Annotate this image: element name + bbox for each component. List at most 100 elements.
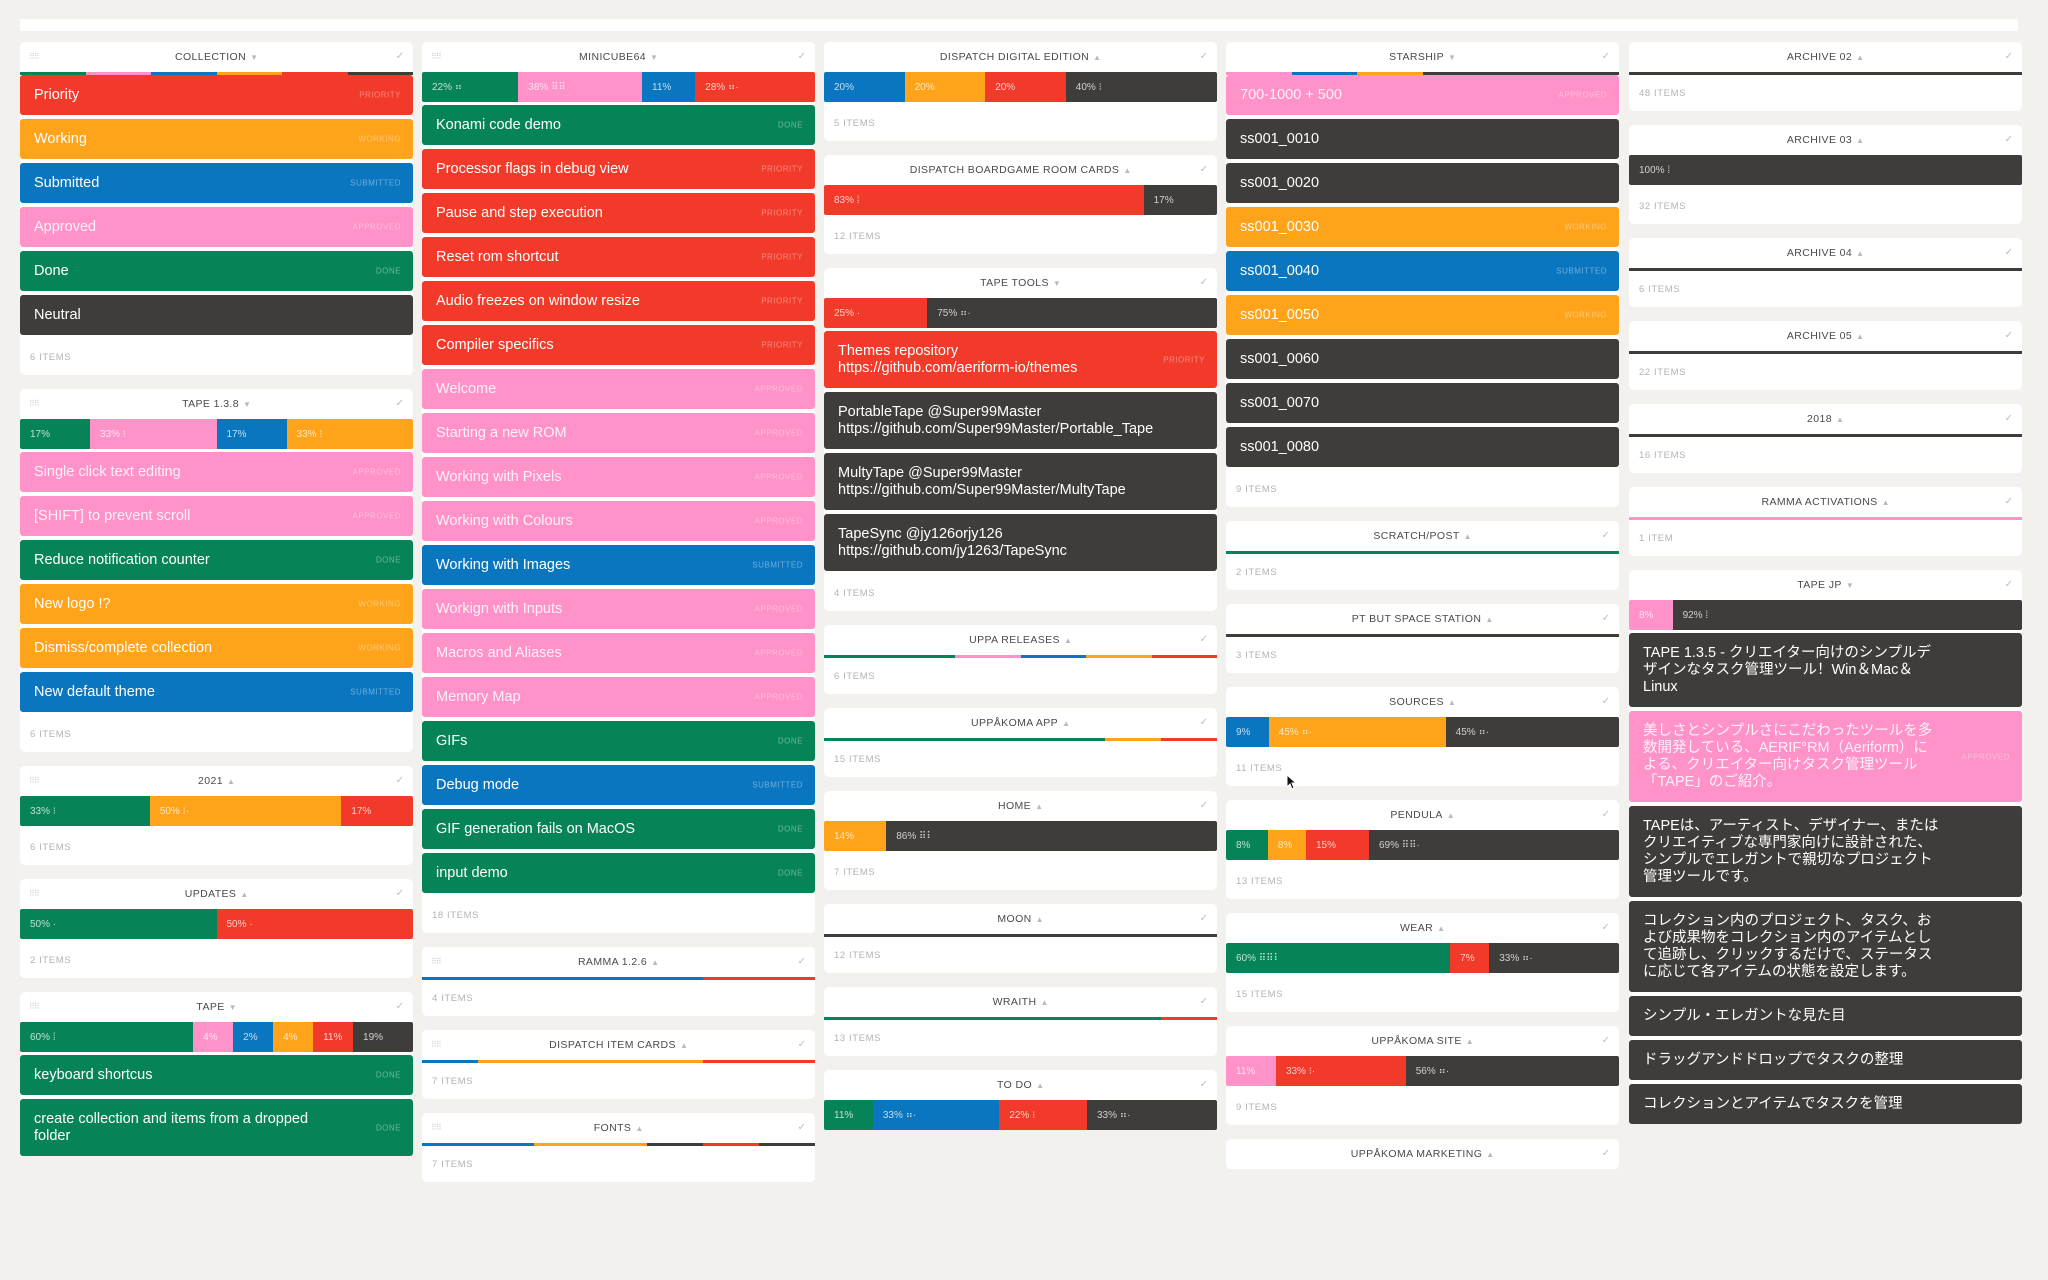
progress-segment[interactable]: 14% <box>824 821 887 851</box>
sort-arrow-icon[interactable]: ▲ <box>1836 414 1844 424</box>
collection-item[interactable]: Compiler specifics PRIORITY <box>422 325 815 365</box>
collection-header[interactable]: UPPÅKOMA APP ▲ ✓ <box>824 708 1217 738</box>
sort-arrow-icon[interactable]: ▼ <box>1845 580 1854 590</box>
collection-title[interactable]: PT BUT SPACE STATION <box>1351 613 1482 625</box>
collection-title[interactable]: TAPE JP <box>1797 579 1842 591</box>
collection-item[interactable]: TAPE 1.3.5 - クリエイター向けのシンプルデザインなタスク管理ツール！… <box>1629 633 2022 707</box>
progress-bar[interactable]: 50% · 50% · <box>20 909 413 939</box>
collection-item[interactable]: Welcome APPROVED <box>422 369 815 409</box>
progress-segment[interactable]: 50% · <box>216 909 413 939</box>
collection-header[interactable]: SCRATCH/POST ▲ ✓ <box>1226 521 1619 551</box>
check-icon[interactable]: ✓ <box>395 1001 404 1012</box>
sort-arrow-icon[interactable]: ▲ <box>1856 248 1865 258</box>
collection-item[interactable]: PortableTape @Super99Master https://gith… <box>824 392 1217 449</box>
collection-header[interactable]: ⠿⠿ TAPE 1.3.8 ▼ ✓ <box>20 389 413 419</box>
collection-title[interactable]: ARCHIVE 03 <box>1786 134 1853 146</box>
collection-header[interactable]: PT BUT SPACE STATION ▲ ✓ <box>1226 604 1619 634</box>
collection-header[interactable]: TAPE JP ▼ ✓ <box>1629 570 2022 600</box>
drag-handle-icon[interactable]: ⠿⠿ <box>431 957 442 966</box>
progress-segment[interactable]: 22% ⠶ <box>422 72 519 102</box>
progress-segment[interactable]: 92% ⁞ <box>1672 600 2022 630</box>
collection-header[interactable]: SOURCES ▲ ✓ <box>1226 687 1619 717</box>
progress-bar[interactable]: 9% 45% ⠶· 45% ⠶· <box>1226 717 1619 747</box>
progress-segment[interactable]: 11% <box>824 1100 873 1130</box>
collection-title[interactable]: TO DO <box>997 1079 1033 1091</box>
check-icon[interactable]: ✓ <box>1199 51 1208 62</box>
collection-title[interactable]: ARCHIVE 04 <box>1786 247 1853 259</box>
collection-title[interactable]: TAPE TOOLS <box>980 277 1049 289</box>
progress-segment[interactable]: 100% ⁞ <box>1629 155 2022 185</box>
drag-handle-icon[interactable]: ⠿⠿ <box>29 1002 40 1011</box>
collection-item[interactable]: GIFs DONE <box>422 721 815 761</box>
progress-bar[interactable]: 60% ⁞ 4% 2% 4% 11% 19% <box>20 1022 413 1052</box>
collection-title[interactable]: TAPE 1.3.8 <box>182 398 239 410</box>
sort-arrow-icon[interactable]: ▲ <box>1881 497 1890 507</box>
progress-segment[interactable]: 33% ⁝ <box>286 419 413 449</box>
collection-item[interactable]: Neutral <box>20 295 413 335</box>
collection-header[interactable]: TO DO ▲ ✓ <box>824 1070 1217 1100</box>
drag-handle-icon[interactable]: ⠿⠿ <box>431 52 442 61</box>
progress-segment[interactable]: 15% <box>1306 830 1369 860</box>
collection-item[interactable]: Approved APPROVED <box>20 207 413 247</box>
progress-segment[interactable]: 4% <box>193 1022 234 1052</box>
collection-item[interactable]: Priority PRIORITY <box>20 75 413 115</box>
collection-title[interactable]: UPPÅKOMA APP <box>970 717 1059 729</box>
collection-item[interactable]: ss001_0060 <box>1226 339 1619 379</box>
collection-item[interactable]: Working WORKING <box>20 119 413 159</box>
collection-item[interactable]: GIF generation fails on MacOS DONE <box>422 809 815 849</box>
check-icon[interactable]: ✓ <box>1199 996 1208 1007</box>
progress-segment[interactable]: 7% <box>1450 943 1490 973</box>
progress-bar[interactable]: 60% ⠿⠿⠇ 7% 33% ⠶· <box>1226 943 1619 973</box>
collection-title[interactable]: 2018 <box>1807 413 1833 425</box>
progress-segment[interactable]: 45% ⠶· <box>1445 717 1619 747</box>
collection-item[interactable]: create collection and items from a dropp… <box>20 1099 413 1156</box>
sort-arrow-icon[interactable]: ▲ <box>1063 635 1072 645</box>
collection-title[interactable]: UPDATES <box>184 888 237 900</box>
check-icon[interactable]: ✓ <box>1601 922 1610 933</box>
check-icon[interactable]: ✓ <box>1199 164 1208 175</box>
sort-arrow-icon[interactable]: ▲ <box>1463 531 1472 541</box>
progress-segment[interactable]: 33% ⁝ <box>20 796 150 826</box>
sort-arrow-icon[interactable]: ▲ <box>651 957 660 967</box>
collection-item[interactable]: Debug mode SUBMITTED <box>422 765 815 805</box>
progress-segment[interactable]: 40% ⁝ <box>1065 72 1217 102</box>
collection-header[interactable]: ⠿⠿ UPDATES ▲ ✓ <box>20 879 413 909</box>
progress-bar[interactable]: 8% 8% 15% 69% ⠿⠿· <box>1226 830 1619 860</box>
progress-segment[interactable]: 17% <box>20 419 91 449</box>
collection-item[interactable]: keyboard shortcus DONE <box>20 1055 413 1095</box>
collection-header[interactable]: ⠿⠿ FONTS ▲ ✓ <box>422 1113 815 1143</box>
collection-item[interactable]: Reset rom shortcut PRIORITY <box>422 237 815 277</box>
collection-item[interactable]: Working with Pixels APPROVED <box>422 457 815 497</box>
collection-item[interactable]: Working with Colours APPROVED <box>422 501 815 541</box>
check-icon[interactable]: ✓ <box>2004 496 2013 507</box>
collection-title[interactable]: UPPÅKOMA SITE <box>1371 1035 1462 1047</box>
collection-header[interactable]: HOME ▲ ✓ <box>824 791 1217 821</box>
check-icon[interactable]: ✓ <box>1199 1079 1208 1090</box>
collection-item[interactable]: Starting a new ROM APPROVED <box>422 413 815 453</box>
check-icon[interactable]: ✓ <box>2004 413 2013 424</box>
progress-segment[interactable]: 60% ⠿⠿⠇ <box>1226 943 1451 973</box>
progress-segment[interactable]: 86% ⠿⠇ <box>886 821 1217 851</box>
sort-arrow-icon[interactable]: ▲ <box>1856 331 1865 341</box>
drag-handle-icon[interactable]: ⠿⠿ <box>431 1040 442 1049</box>
progress-segment[interactable]: 33% ⁝ <box>90 419 217 449</box>
collection-title[interactable]: TAPE <box>196 1001 225 1013</box>
collection-item[interactable]: シンプル・エレガントな見た目 <box>1629 996 2022 1036</box>
sort-arrow-icon[interactable]: ▲ <box>1437 923 1446 933</box>
progress-segment[interactable]: 20% <box>985 72 1066 102</box>
progress-segment[interactable]: 28% ⠶· <box>695 72 815 102</box>
check-icon[interactable]: ✓ <box>2004 247 2013 258</box>
collection-header[interactable]: ⠿⠿ TAPE ▼ ✓ <box>20 992 413 1022</box>
sort-arrow-icon[interactable]: ▲ <box>1446 810 1455 820</box>
progress-segment[interactable]: 50% · <box>20 909 217 939</box>
collection-item[interactable]: コレクション内のプロジェクト、タスク、および成果物をコレクション内のアイテムとし… <box>1629 901 2022 992</box>
collection-title[interactable]: UPPA RELEASES <box>969 634 1060 646</box>
collection-item[interactable]: コレクションとアイテムでタスクを管理 <box>1629 1084 2022 1124</box>
check-icon[interactable]: ✓ <box>1601 696 1610 707</box>
progress-segment[interactable]: 20% <box>824 72 905 102</box>
collection-item[interactable]: New default theme SUBMITTED <box>20 672 413 712</box>
check-icon[interactable]: ✓ <box>797 51 806 62</box>
collection-item[interactable]: New logo !? WORKING <box>20 584 413 624</box>
check-icon[interactable]: ✓ <box>1199 717 1208 728</box>
sort-arrow-icon[interactable]: ▼ <box>1052 278 1061 288</box>
